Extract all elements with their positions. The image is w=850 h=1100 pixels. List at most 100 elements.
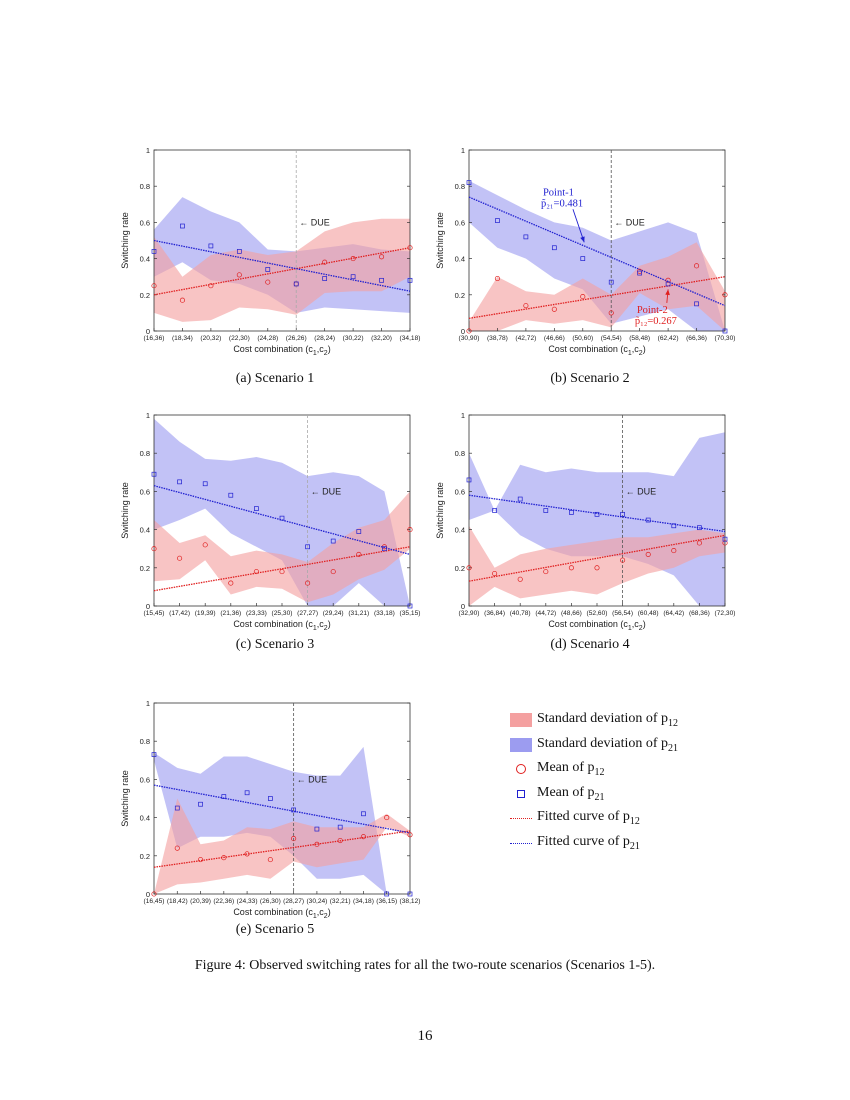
mean-p12-marker xyxy=(580,294,586,300)
y-tick-label: 1 xyxy=(146,699,150,708)
chart-s1-svg: 0 0.2 0.4 0.6 0.8 1 (16,36) (18,34) (20,32) (22,3… xyxy=(120,146,420,357)
mean-p12-marker xyxy=(291,836,297,842)
x-tick-label: (22,36) xyxy=(213,898,234,905)
caption-scenario-3: (c) Scenario 3 xyxy=(235,637,315,652)
x-tick-label: (40,78) xyxy=(510,610,531,617)
x-tick-label: (32,21) xyxy=(330,898,351,905)
mean-p21-marker xyxy=(305,544,310,550)
fit-line-p12 xyxy=(153,546,411,592)
annotation-label: Point-1 xyxy=(543,187,574,198)
x-tick-label: (32,90) xyxy=(459,610,480,617)
mean-p21-marker xyxy=(466,477,472,483)
mean-p12-marker xyxy=(407,832,413,838)
mean-p12-marker xyxy=(665,277,671,283)
mean-p12-marker xyxy=(208,283,214,289)
mean-p21-marker xyxy=(330,538,336,544)
mean-p21-marker xyxy=(198,801,203,807)
fit-line-p12 xyxy=(153,247,411,296)
mean-p12-marker xyxy=(228,580,234,586)
mean-p12-marker xyxy=(236,272,242,278)
mean-p21-marker xyxy=(722,328,728,334)
mean-p12-marker xyxy=(179,297,185,303)
mean-p21-marker xyxy=(722,536,728,542)
x-tick-label: (64,42) xyxy=(663,610,684,617)
legend-item-mean-p12: Mean of p12 xyxy=(510,757,750,782)
chart-s3-svg: 0 0.2 0.4 0.6 0.8 1 (15,45) (17,42) (19,39) (21,3… xyxy=(120,411,420,632)
y-tick-label: 0.4 xyxy=(140,255,150,264)
mean-p12-marker xyxy=(221,855,227,861)
mean-p12-marker xyxy=(202,542,208,548)
legend-item-std-p12: Standard deviation of p12 xyxy=(510,708,750,733)
legend-swatch-blue xyxy=(510,737,532,752)
mean-p21-marker xyxy=(382,546,387,552)
fit-line-p21 xyxy=(468,494,726,533)
x-tick-label: (52,60) xyxy=(587,610,608,617)
mean-p12-marker xyxy=(379,254,385,260)
y-tick-label: 0.4 xyxy=(140,526,150,535)
y-tick-label: 0.4 xyxy=(140,814,150,823)
mean-p12-marker xyxy=(314,841,320,847)
chart-scenario-1: 0 0.2 0.4 0.6 0.8 1 (16,36) (18,34) (20,32) (22,3… xyxy=(110,140,420,357)
y-tick-label: 0.2 xyxy=(140,564,150,573)
mean-p12-marker xyxy=(267,857,273,863)
x-tick-label: (17,42) xyxy=(169,610,190,617)
fit-line-p12 xyxy=(468,534,726,582)
annotation-value: p̃₂₁=0.481 xyxy=(541,198,583,209)
due-label: ← DUE xyxy=(297,774,328,784)
x-axis-label-part: 2 xyxy=(639,350,643,357)
x-axis-label-part: 1 xyxy=(313,625,317,632)
mean-p12-marker xyxy=(151,891,157,897)
y-tick-label: 0.4 xyxy=(455,255,465,264)
mean-p12-marker xyxy=(492,570,498,577)
mean-p12-marker xyxy=(174,845,180,851)
y-tick-label: 0.6 xyxy=(140,487,150,496)
x-axis-label: Cost combination (c1,c2) xyxy=(548,619,645,632)
x-axis-label-part: ,c xyxy=(317,907,325,917)
mean-p21-marker xyxy=(202,481,208,487)
caption-scenario-4: (d) Scenario 4 xyxy=(550,637,630,652)
mean-p21-marker xyxy=(645,517,651,523)
mean-p12-marker xyxy=(466,328,472,334)
x-tick-label: (68,36) xyxy=(689,610,710,617)
x-tick-label: (60,48) xyxy=(638,610,659,617)
x-tick-label: (25,30) xyxy=(272,610,293,617)
mean-p21-marker xyxy=(177,479,182,485)
annotation-value: p̃₁₂=0.267 xyxy=(635,316,677,327)
x-tick-label: (34,18) xyxy=(353,898,374,905)
mean-p21-marker xyxy=(523,234,529,240)
x-tick-label: (46,66) xyxy=(544,335,565,342)
mean-p12-marker xyxy=(151,546,157,552)
x-tick-label: (19,39) xyxy=(195,610,216,617)
fit-line-p12 xyxy=(468,276,726,319)
mean-p21-marker xyxy=(407,277,413,283)
x-axis-label-part: 1 xyxy=(313,350,317,357)
std-band-p12 xyxy=(154,798,410,894)
x-tick-label: (58,48) xyxy=(629,335,650,342)
mean-p12-marker xyxy=(722,292,728,298)
due-label: ← DUE xyxy=(614,217,645,227)
mean-p21-marker xyxy=(208,243,214,249)
mean-p21-marker xyxy=(291,807,296,813)
x-axis-label: Cost combination (c1,c2) xyxy=(233,619,330,632)
due-label: ← DUE xyxy=(626,486,657,496)
square-marker-icon xyxy=(517,789,525,798)
mean-p21-marker xyxy=(151,471,157,477)
legend-item-std-p21: Standard deviation of p21 xyxy=(510,733,750,758)
mean-p12-marker xyxy=(360,834,367,840)
mean-p21-marker xyxy=(580,256,586,261)
legend-item-mean-p21: Mean of p21 xyxy=(510,782,750,807)
mean-p21-marker xyxy=(314,826,320,832)
mean-p21-marker xyxy=(279,515,285,521)
mean-p21-marker xyxy=(337,824,343,830)
legend-item-fit-p12: Fitted curve of p12 xyxy=(510,806,750,831)
caption-scenario-5: (e) Scenario 5 xyxy=(235,922,315,937)
legend-label: Standard deviation of p12 xyxy=(537,711,679,730)
y-tick-label: 0.6 xyxy=(140,775,150,784)
x-axis-label-part: Cost combination (c xyxy=(548,344,628,354)
mean-p21-marker xyxy=(221,794,227,799)
mean-p12-marker xyxy=(279,569,285,575)
fit-line-p21 xyxy=(153,239,411,292)
y-tick-label: 0.2 xyxy=(140,852,150,861)
x-axis-label-part: ) xyxy=(328,344,331,354)
y-tick-label: 1 xyxy=(146,411,150,420)
